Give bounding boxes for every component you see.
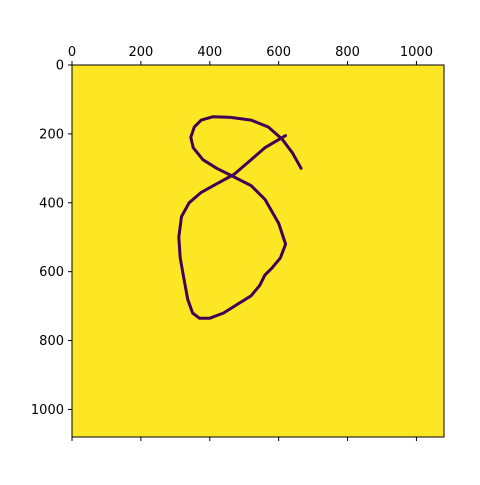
x-tick-label-0: 0 xyxy=(68,45,76,60)
heatmap-background xyxy=(72,65,444,437)
stroke-closing-curve xyxy=(177,115,303,320)
y-tick-label-400: 400 xyxy=(39,196,64,211)
y-tick-label-200: 200 xyxy=(39,127,64,142)
x-tick-label-600: 600 xyxy=(266,45,291,60)
y-tick-label-1000: 1000 xyxy=(31,403,64,418)
axes: 0 200 400 600 800 1000 0 200 400 600 800 1000 xyxy=(31,45,445,441)
y-tick-label-800: 800 xyxy=(39,334,64,349)
x-tick-label-800: 800 xyxy=(335,45,360,60)
x-tick-label-1000: 1000 xyxy=(400,45,433,60)
y-tick-label-600: 600 xyxy=(39,265,64,280)
plot-area xyxy=(72,65,444,437)
x-tick-label-400: 400 xyxy=(197,45,222,60)
y-tick-label-0: 0 xyxy=(56,59,64,74)
axes-frame xyxy=(71,64,445,438)
x-tick-label-200: 200 xyxy=(128,45,153,60)
